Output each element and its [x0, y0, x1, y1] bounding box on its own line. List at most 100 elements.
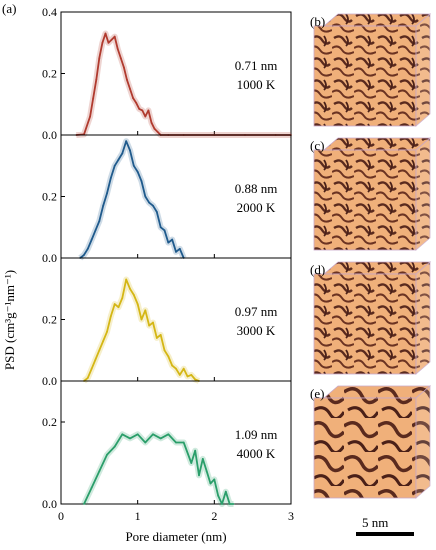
data-point	[117, 306, 120, 309]
y-tick-label: 0.0	[42, 497, 57, 511]
data-point	[163, 349, 166, 352]
data-point	[136, 171, 139, 173]
data-point	[171, 364, 174, 367]
panel-annotation: 3000 K	[237, 323, 276, 338]
data-point	[152, 204, 154, 207]
panel-annotation: 0.71 nm	[235, 58, 278, 73]
data-point	[178, 247, 181, 250]
data-point	[156, 131, 159, 133]
data-point	[155, 210, 158, 213]
cube-top-face	[322, 13, 432, 27]
data-point	[98, 470, 101, 473]
data-point	[90, 238, 93, 241]
panel-frame	[60, 380, 292, 505]
data-point	[106, 330, 108, 333]
series-line	[83, 278, 200, 382]
data-point	[109, 177, 112, 179]
data-point	[198, 474, 200, 477]
data-point	[171, 238, 174, 241]
y-tick-label: 0.4	[42, 5, 57, 19]
data-point	[205, 470, 208, 473]
data-point	[140, 180, 143, 183]
data-point	[129, 149, 131, 152]
data-point	[98, 57, 101, 60]
data-point	[175, 441, 177, 444]
data-point	[132, 164, 135, 167]
data-point	[86, 377, 89, 379]
data-point	[132, 294, 135, 296]
psd-panel-1: 0.0 0.2 0.4 0.71 nm 1000 K	[42, 5, 292, 142]
data-point	[90, 367, 93, 370]
data-point	[106, 192, 108, 195]
data-point	[221, 503, 223, 505]
data-point	[167, 241, 170, 244]
data-point	[113, 35, 116, 38]
panel-annotation: 2000 K	[237, 200, 276, 215]
data-point	[101, 41, 104, 44]
structure-cube-3: (d)	[310, 261, 432, 375]
data-point	[125, 140, 128, 143]
data-point	[121, 152, 124, 155]
cube-front-face	[313, 149, 417, 251]
data-point	[113, 445, 116, 448]
data-point	[125, 278, 128, 281]
series-line	[83, 433, 234, 505]
data-point	[110, 38, 113, 41]
data-point	[136, 433, 139, 436]
data-point	[104, 32, 107, 35]
data-point	[135, 101, 138, 104]
psd-panel-3: 0.0 0.2 0.97 nm 3000 K	[42, 257, 292, 388]
data-point	[138, 107, 141, 110]
data-point	[98, 220, 101, 223]
cube-side-face	[415, 261, 431, 375]
data-point	[121, 433, 124, 436]
data-point	[140, 318, 143, 321]
data-point	[182, 441, 185, 444]
data-point	[201, 458, 204, 460]
cube-top-face	[322, 385, 432, 399]
cube-front-face	[313, 273, 417, 375]
data-point	[194, 378, 197, 381]
data-point	[102, 204, 105, 207]
data-point	[155, 337, 158, 339]
data-point	[136, 303, 139, 306]
y-tick-label: 0.0	[42, 251, 57, 265]
data-point	[190, 462, 193, 464]
cube-side-face	[415, 385, 431, 499]
data-point	[159, 333, 162, 336]
data-point	[129, 87, 131, 90]
data-point	[152, 433, 154, 436]
cube-side-face	[415, 13, 431, 127]
data-point	[175, 250, 177, 253]
data-point	[117, 158, 120, 161]
data-point	[147, 109, 150, 112]
y-tick-label: 0.2	[42, 415, 57, 429]
data-point	[126, 78, 128, 81]
y-tick-label: 0.0	[42, 374, 57, 388]
data-point	[107, 41, 110, 44]
x-tick-label: 3	[288, 509, 294, 523]
data-point	[148, 324, 151, 327]
data-point	[144, 309, 147, 312]
panel-frame	[60, 134, 292, 259]
data-point	[98, 349, 101, 352]
y-tick-label: 0.0	[42, 128, 57, 142]
panel-annotation: 1000 K	[237, 77, 276, 92]
psd-panels: 0.0 0.2 0.4 0.71 nm 1000 K 0.0 0.2 0.88 nm 2000 …	[42, 5, 294, 523]
data-point	[159, 226, 162, 229]
data-point	[159, 437, 162, 440]
data-point	[152, 321, 154, 324]
scale-bar	[356, 532, 414, 536]
data-point	[113, 164, 116, 167]
data-point	[167, 433, 170, 436]
y-tick-label: 0.2	[42, 190, 57, 204]
scale-bar-label: 5 nm	[362, 515, 389, 530]
panel-annotation: 1.09 nm	[235, 427, 278, 442]
y-tick-label: 0.2	[42, 67, 57, 81]
data-point	[150, 121, 153, 124]
y-tick-label: 0.2	[42, 313, 57, 327]
data-point	[175, 367, 177, 370]
data-point	[148, 201, 151, 204]
data-point	[144, 441, 147, 444]
cube-side-face	[415, 137, 431, 251]
